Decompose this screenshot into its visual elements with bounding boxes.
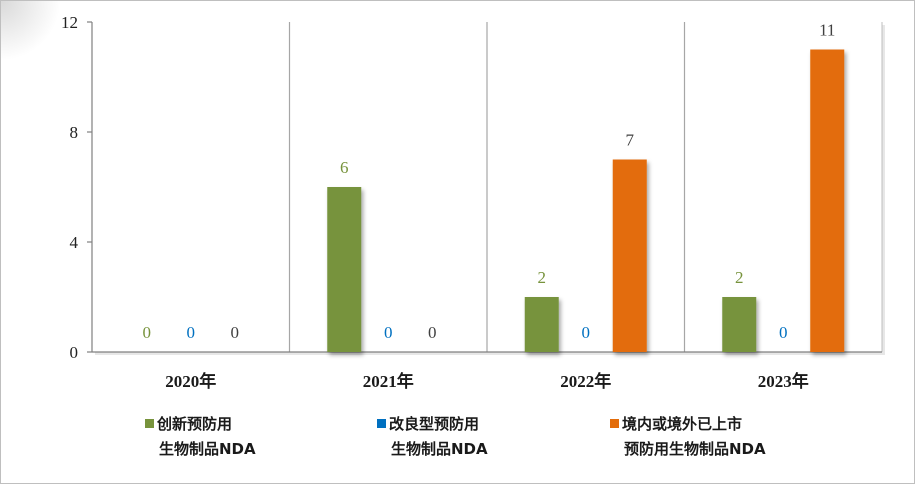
legend-swatch-innovative [145, 419, 154, 428]
data-label: 11 [819, 21, 835, 40]
corner-shading [1, 1, 61, 61]
legend-swatch-improved [377, 419, 386, 428]
legend-label-line2: 预防用生物制品NDA [624, 440, 766, 458]
bars [327, 49, 845, 352]
legend-swatch-marketed [610, 419, 619, 428]
x-tick-label: 2022年 [560, 371, 611, 391]
x-axis: 2020年 2021年 2022年 2023年 [92, 351, 882, 391]
legend-item-marketed: 境内或境外已上市 预防用生物制品NDA [610, 412, 766, 462]
plot-area [92, 22, 885, 355]
data-label: 2 [735, 268, 744, 287]
data-label: 0 [231, 323, 240, 342]
legend-item-improved: 改良型预防用 生物制品NDA [377, 412, 488, 462]
data-label: 0 [582, 323, 591, 342]
data-label: 7 [626, 131, 635, 150]
y-tick-label: 8 [70, 123, 79, 142]
x-tick-label: 2021年 [363, 371, 414, 391]
legend-label-line1: 境内或境外已上市 [622, 415, 743, 433]
data-label: 2 [538, 268, 547, 287]
data-label: 0 [187, 323, 196, 342]
y-tick-label: 4 [70, 233, 79, 252]
legend-label-line2: 生物制品NDA [159, 440, 256, 458]
legend-label-line2: 生物制品NDA [391, 440, 488, 458]
data-label: 0 [428, 323, 437, 342]
data-label: 0 [384, 323, 393, 342]
bar [612, 159, 647, 352]
bar [327, 187, 362, 352]
data-labels: 0 6 2 2 0 0 0 0 0 0 7 11 [143, 21, 836, 343]
x-tick-label: 2023年 [758, 371, 809, 391]
legend-label-line1: 改良型预防用 [389, 415, 480, 433]
legend-item-innovative: 创新预防用 生物制品NDA [145, 412, 256, 462]
data-label: 0 [779, 323, 788, 342]
bar [722, 297, 757, 352]
legend-label-line1: 创新预防用 [157, 415, 233, 433]
data-label: 0 [143, 323, 152, 342]
y-tick-label: 0 [70, 343, 79, 362]
x-tick-label: 2020年 [165, 371, 216, 391]
y-tick-label: 12 [61, 13, 78, 32]
bar [810, 49, 845, 352]
bar [524, 297, 559, 352]
y-axis: 0 4 8 12 [61, 13, 93, 362]
data-label: 6 [340, 158, 349, 177]
